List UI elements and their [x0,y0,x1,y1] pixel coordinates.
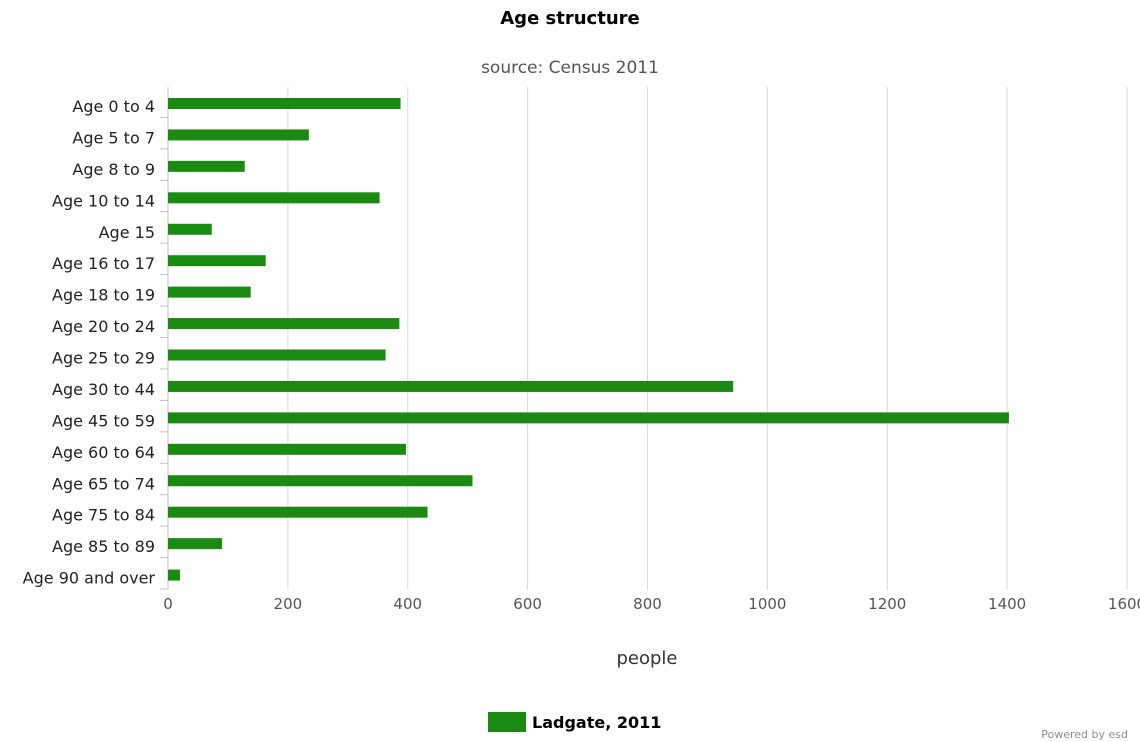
powered-by-credit[interactable]: Powered by esd [1041,728,1128,741]
x-axis-title: people [616,648,677,669]
x-tick-label: 200 [274,595,303,613]
chart-title: Age structure [500,8,640,29]
x-tick-label: 1200 [868,595,906,613]
category-label: Age 5 to 7 [72,128,155,147]
bar[interactable] [168,160,245,172]
category-label: Age 45 to 59 [52,411,155,430]
x-tick-label: 800 [633,595,662,613]
legend-swatch [488,712,526,732]
bar[interactable] [168,192,380,204]
category-label: Age 85 to 89 [52,537,155,556]
bar[interactable] [168,569,180,581]
category-label: Age 20 to 24 [52,317,155,336]
x-tick-label: 1000 [748,595,786,613]
bar[interactable] [168,318,400,330]
x-tick-label: 1400 [988,595,1026,613]
x-tick-label: 0 [163,595,173,613]
bar[interactable] [168,538,222,550]
bar[interactable] [168,443,406,455]
bar[interactable] [168,223,212,235]
category-label: Age 65 to 74 [52,474,155,493]
x-tick-label: 1600 [1108,595,1140,613]
bars [168,98,1009,581]
category-label: Age 16 to 17 [52,254,155,273]
x-tick-labels: 0 200 400 600 800 1000 1200 1400 1600 [163,595,1140,613]
legend[interactable]: Ladgate, 2011 [488,712,661,732]
bar[interactable] [168,349,386,361]
bar[interactable] [168,255,266,267]
category-label: Age 18 to 19 [52,286,155,305]
category-label: Age 8 to 9 [72,160,155,179]
bar[interactable] [168,98,401,109]
bar[interactable] [168,475,473,487]
category-label: Age 15 [99,223,155,242]
chart-subtitle: source: Census 2011 [481,58,659,78]
grid-lines [160,87,1128,590]
x-tick-label: 600 [513,595,542,613]
category-label: Age 10 to 14 [52,191,155,210]
bar[interactable] [168,129,309,141]
category-label: Age 30 to 44 [52,380,155,399]
category-label: Age 60 to 64 [52,443,155,462]
x-tick-label: 400 [393,595,422,613]
category-label: Age 75 to 84 [52,506,155,525]
bar[interactable] [168,380,734,392]
legend-label: Ladgate, 2011 [532,712,662,732]
category-label: Age 0 to 4 [72,97,155,116]
bar[interactable] [168,412,1009,424]
bar[interactable] [168,506,428,518]
category-label: Age 90 and over [23,569,156,588]
bar[interactable] [168,286,251,298]
category-label: Age 25 to 29 [52,349,155,368]
category-labels: Age 0 to 4 Age 5 to 7 Age 8 to 9 Age 10 to … [23,97,156,588]
